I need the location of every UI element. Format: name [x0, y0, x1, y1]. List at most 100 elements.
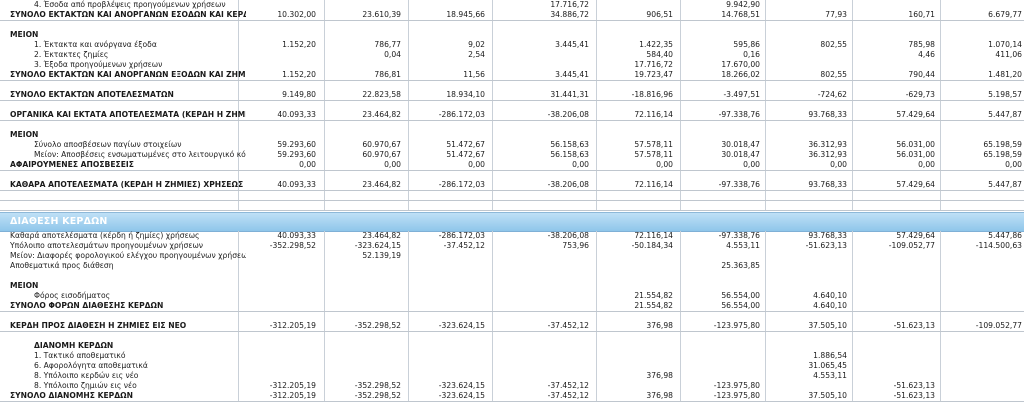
table-row: ΚΕΡΔΗ ΠΡΟΣ ΔΙΑΘΕΣΗ Η ΖΗΜΙΕΣ ΕΙΣ ΝΕΟ -312.… — [0, 321, 1024, 332]
table-row: 1. Έκτακτα και ανόργανα έξοδα 1.152,20 786… — [0, 40, 1024, 50]
value-cell: 56.031,00 — [896, 150, 935, 159]
value-cell: -51.623,13 — [893, 381, 935, 390]
value-cell: -109.052,77 — [888, 241, 935, 250]
row-label: ΣΥΝΟΛΟ ΕΚΤΑΚΤΩΝ ΑΠΟΤΕΛΕΣΜΑΤΩΝ — [10, 90, 174, 99]
row-label: ΑΦΑΙΡΟΥΜΕΝΕΣ ΑΠΟΣΒΕΣΕΙΣ — [10, 160, 134, 169]
column-divider — [596, 231, 597, 401]
value-cell: 3.445,41 — [555, 70, 589, 79]
value-cell: 21.554,82 — [634, 291, 673, 300]
value-cell: 65.198,59 — [983, 150, 1022, 159]
row-label: ΣΥΝΟΛΟ ΕΚΤΑΚΤΩΝ ΚΑΙ ΑΝΟΡΓΑΝΩΝ ΕΞΟΔΩΝ ΚΑΙ… — [10, 70, 246, 79]
table-row: Σύνολο αποσβέσεων παγίων στοιχείων 59.293… — [0, 140, 1024, 150]
table-row: ΑΦΑΙΡΟΥΜΕΝΕΣ ΑΠΟΣΒΕΣΕΙΣ 0,00 0,00 0,00 0,00 0… — [0, 160, 1024, 171]
table-row — [0, 120, 1024, 130]
table-row: 2. Έκτακτες ζημίες 0,04 2,54 584,40 0,16 4,46… — [0, 50, 1024, 60]
table-row: ΜΕΙΟΝ — [0, 30, 1024, 40]
row-label: ΚΕΡΔΗ ΠΡΟΣ ΔΙΑΘΕΣΗ Η ΖΗΜΙΕΣ ΕΙΣ ΝΕΟ — [10, 321, 187, 330]
value-cell: -109.052,77 — [975, 321, 1022, 330]
table-row: ΜΕΙΟΝ — [0, 281, 1024, 291]
value-cell: 40.093,33 — [277, 231, 316, 240]
value-cell: 18.266,02 — [721, 70, 760, 79]
value-cell: 36.312,93 — [808, 140, 847, 149]
column-divider — [765, 231, 766, 401]
value-cell: 56.031,00 — [896, 140, 935, 149]
value-cell: 93.768,33 — [808, 180, 847, 189]
value-cell: 9,02 — [468, 40, 485, 49]
row-label: ΣΥΝΟΛΟ ΕΚΤΑΚΤΩΝ ΚΑΙ ΑΝΟΡΓΑΝΩΝ ΕΣΟΔΩΝ ΚΑΙ… — [10, 10, 246, 19]
value-cell: -3.497,51 — [723, 90, 760, 99]
column-divider — [324, 231, 325, 401]
table-row: ΜΕΙΟΝ — [0, 130, 1024, 140]
value-cell: -286.172,03 — [438, 180, 485, 189]
row-label: ΚΑΘΑΡΑ ΑΠΟΤΕΛΕΣΜΑΤΑ (ΚΕΡΔΗ Η ΖΗΜΙΕΣ) ΧΡΗ… — [10, 180, 246, 189]
value-cell: -37.452,12 — [547, 381, 589, 390]
table-row: 6. Αφορολόγητα αποθεματικά 31.065,45 — [0, 361, 1024, 371]
value-cell: -312.205,19 — [269, 381, 316, 390]
value-cell: -629,73 — [905, 90, 935, 99]
value-cell: 14.768,51 — [721, 10, 760, 19]
table-row — [0, 311, 1024, 321]
value-cell: 6.679,77 — [988, 10, 1022, 19]
value-cell: -38.206,08 — [547, 231, 589, 240]
table-row — [0, 331, 1024, 341]
value-cell: 57.578,11 — [634, 140, 673, 149]
column-divider — [596, 0, 597, 210]
value-cell: 21.554,82 — [634, 301, 673, 310]
column-divider — [324, 0, 325, 210]
value-cell: -97.338,76 — [718, 231, 760, 240]
value-cell: 1.152,20 — [282, 40, 316, 49]
value-cell: 786,77 — [374, 40, 401, 49]
value-cell: 93.768,33 — [808, 110, 847, 119]
value-cell: 65.198,59 — [983, 140, 1022, 149]
value-cell: -50.184,34 — [631, 241, 673, 250]
value-cell: 906,51 — [646, 10, 673, 19]
value-cell: -37.452,12 — [547, 391, 589, 400]
value-cell: 56.554,00 — [721, 301, 760, 310]
table-row: Φόρος εισοδήματος 21.554,82 56.554,00 4.640… — [0, 291, 1024, 301]
value-cell: 23.464,82 — [362, 231, 401, 240]
value-cell: 40.093,33 — [277, 180, 316, 189]
value-cell: 37.505,10 — [808, 321, 847, 330]
value-cell: 23.464,82 — [362, 180, 401, 189]
value-cell: 1.886,54 — [813, 351, 847, 360]
value-cell: -312.205,19 — [269, 391, 316, 400]
value-cell: 51.472,67 — [446, 150, 485, 159]
table-row — [0, 170, 1024, 180]
row-label: 1. Τακτικό αποθεματικό — [34, 351, 126, 360]
value-cell: -51.623,13 — [893, 391, 935, 400]
value-cell: 4.640,10 — [813, 291, 847, 300]
column-divider — [852, 0, 853, 210]
value-cell: 18.945,66 — [446, 10, 485, 19]
value-cell: 56.158,63 — [550, 140, 589, 149]
row-label: ΣΥΝΟΛΟ ΔΙΑΝΟΜΗΣ ΚΕΡΔΩΝ — [10, 391, 133, 400]
value-cell: -97.338,76 — [718, 110, 760, 119]
table-row — [0, 200, 1024, 211]
table-row: ΣΥΝΟΛΟ ΦΟΡΩΝ ΔΙΑΘΕΣΗΣ ΚΕΡΔΩΝ 21.554,82 56.… — [0, 301, 1024, 312]
value-cell: -123.975,80 — [713, 391, 760, 400]
value-cell: 595,86 — [733, 40, 760, 49]
column-divider — [492, 0, 493, 210]
value-cell: 18.934,10 — [446, 90, 485, 99]
value-cell: -18.816,96 — [631, 90, 673, 99]
value-cell: 2,54 — [468, 50, 485, 59]
row-label: 8. Υπόλοιπο ζημιών εις νέο — [34, 381, 137, 390]
table-row — [0, 80, 1024, 90]
value-cell: -352.298,52 — [354, 321, 401, 330]
column-divider — [238, 231, 239, 401]
value-cell: 4.553,11 — [726, 241, 760, 250]
value-cell: 36.312,93 — [808, 150, 847, 159]
value-cell: -352.298,52 — [269, 241, 316, 250]
value-cell: -97.338,76 — [718, 180, 760, 189]
row-label: 2. Έκτακτες ζημίες — [34, 50, 109, 59]
row-label: ΜΕΙΟΝ — [10, 281, 39, 290]
table-row: 8. Υπόλοιπο κερδών εις νέο 376,98 4.553,11 — [0, 371, 1024, 381]
value-cell: 5.447,87 — [988, 180, 1022, 189]
table-row: 1. Τακτικό αποθεματικό 1.886,54 — [0, 351, 1024, 361]
value-cell: 160,71 — [908, 10, 935, 19]
value-cell: 56.158,63 — [550, 150, 589, 159]
value-cell: -38.206,08 — [547, 110, 589, 119]
value-cell: 23.610,39 — [362, 10, 401, 19]
column-divider — [940, 0, 941, 210]
column-divider — [680, 0, 681, 210]
